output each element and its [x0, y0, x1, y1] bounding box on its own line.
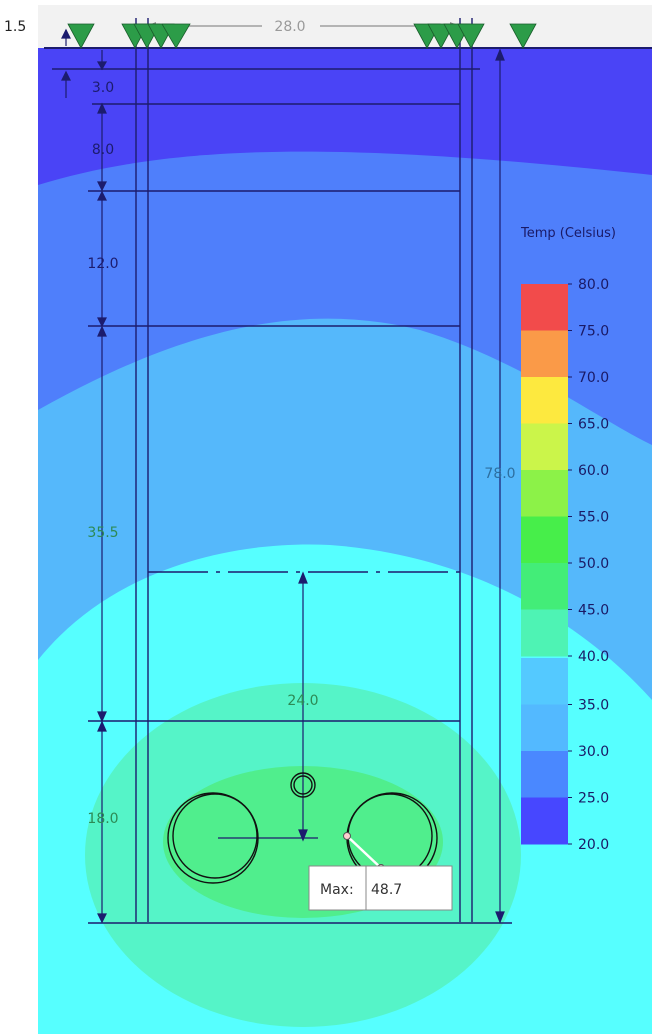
legend-band-4 — [521, 470, 568, 517]
legend-title: Temp (Celsius) — [520, 226, 616, 241]
dimension-lines — [61, 22, 505, 924]
legend-label-1: 75.0 — [578, 324, 609, 340]
legend-label-3: 65.0 — [578, 417, 609, 433]
legend-label-11: 25.0 — [578, 791, 609, 807]
legend-label-4: 60.0 — [578, 463, 609, 479]
dim-12-label: 12.0 — [87, 256, 118, 272]
legend-label-2: 70.0 — [578, 370, 609, 386]
legend-label-0: 80.0 — [578, 277, 609, 293]
dim-8-label: 8.0 — [92, 142, 114, 158]
dimension-labels: 1.5 28.0 3.0 8.0 12.0 35.5 18.0 78.0 24.… — [4, 19, 516, 827]
dim-1-5-label: 1.5 — [4, 19, 26, 35]
legend-label-9: 35.0 — [578, 698, 609, 714]
legend-color-bands — [521, 284, 568, 845]
legend-band-9 — [521, 704, 568, 752]
legend-band-1 — [521, 330, 568, 378]
legend-band-6 — [521, 563, 568, 610]
legend-label-10: 30.0 — [578, 744, 609, 760]
dim-3-label: 3.0 — [92, 80, 114, 96]
max-probe[interactable]: Max: 48.7 — [308, 832, 453, 911]
legend-label-12: 20.0 — [578, 837, 609, 853]
legend-band-7 — [521, 609, 568, 657]
legend-band-0 — [521, 284, 568, 331]
dim-24-label: 24.0 — [287, 693, 318, 709]
legend-label-6: 50.0 — [578, 556, 609, 572]
dim-18-label: 18.0 — [87, 811, 118, 827]
fixture-markers — [67, 23, 537, 49]
legend-label-7: 45.0 — [578, 603, 609, 619]
legend-label-5: 55.0 — [578, 510, 609, 526]
dim-28-label: 28.0 — [274, 19, 305, 35]
dim-78-label: 78.0 — [484, 466, 515, 482]
model-outline — [44, 18, 652, 924]
legend-band-2 — [521, 377, 568, 424]
legend-band-10 — [521, 751, 568, 798]
dim-35-5-label: 35.5 — [87, 525, 118, 541]
max-probe-label: Max: — [320, 882, 354, 898]
legend-band-3 — [521, 423, 568, 471]
legend-tick-labels: 80.0 75.0 70.0 65.0 60.0 55.0 50.0 45.0 40.0 35.0… — [568, 277, 609, 853]
legend-band-11 — [521, 797, 568, 845]
temperature-legend: Temp (Celsius) 80.0 75.0 70.0 65.0 60.0 55.0 5… — [520, 226, 616, 853]
legend-band-5 — [521, 516, 568, 564]
legend-label-8: 40.0 — [578, 649, 609, 665]
max-probe-value: 48.7 — [371, 882, 402, 898]
max-probe-box — [308, 865, 453, 911]
legend-band-8 — [521, 658, 568, 705]
